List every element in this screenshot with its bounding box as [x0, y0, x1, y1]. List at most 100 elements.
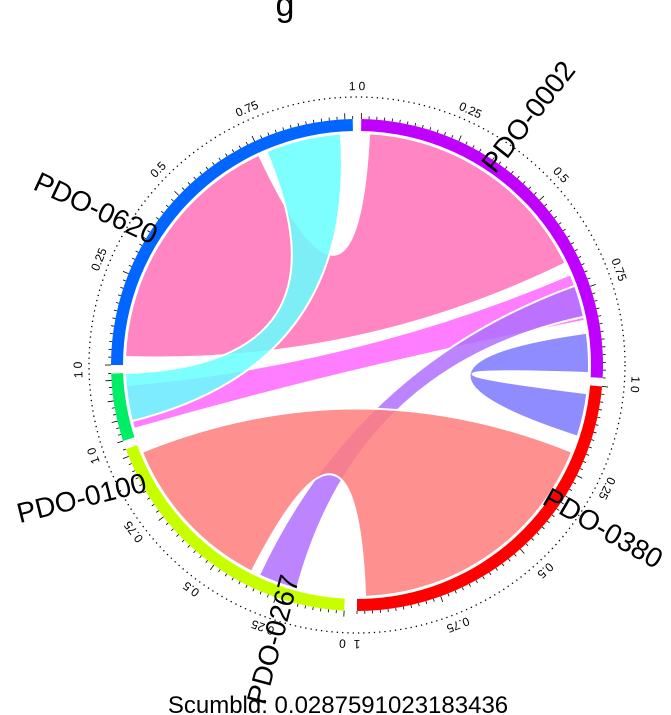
- tick-mark: [534, 192, 536, 194]
- tick-mark: [590, 284, 596, 286]
- tick-mark: [177, 534, 179, 536]
- tick-mark: [415, 123, 416, 126]
- tick-label: 0: [71, 361, 85, 368]
- tick-mark: [596, 425, 599, 426]
- tick-mark: [599, 410, 602, 411]
- tick-mark: [583, 461, 586, 462]
- tick-label: 0.75: [608, 256, 629, 283]
- tick-mark: [188, 182, 190, 184]
- tick-mark: [161, 211, 163, 213]
- tick-mark: [275, 130, 276, 133]
- tick-mark: [529, 187, 531, 189]
- tick-mark: [594, 432, 597, 433]
- tick-mark: [206, 560, 208, 562]
- tick-mark: [166, 205, 168, 207]
- tick-mark: [253, 588, 254, 591]
- tick-label: 0: [627, 385, 642, 393]
- tick-mark: [232, 578, 234, 581]
- tick-mark: [489, 572, 491, 575]
- tick-mark: [577, 476, 582, 479]
- tick-mark: [502, 564, 504, 566]
- sector-label-pdo-0620: PDO-0620: [29, 166, 162, 250]
- tick-mark: [219, 158, 221, 160]
- tick-mark: [466, 142, 467, 145]
- tick-mark: [575, 249, 578, 250]
- tick-mark: [473, 145, 474, 148]
- tick-mark: [232, 149, 234, 152]
- tick-label: 0.75: [233, 98, 260, 120]
- sector-label-pdo-0100: PDO-0100: [14, 467, 150, 529]
- tick-label: 0: [84, 446, 99, 457]
- score-text: Scumbld: 0.0287591023183436: [168, 692, 508, 715]
- tick-mark: [112, 408, 115, 409]
- tick-mark: [469, 584, 470, 587]
- tick-label: 0.75: [444, 614, 471, 636]
- tick-mark: [152, 504, 154, 506]
- tick-mark: [426, 601, 427, 604]
- tick-label: 1: [353, 637, 360, 651]
- tick-mark: [411, 605, 412, 608]
- tick-mark: [422, 125, 423, 128]
- chord-links: [125, 133, 589, 597]
- tick-mark: [188, 545, 190, 547]
- chart-title: g: [276, 0, 295, 24]
- tick-mark: [123, 271, 129, 273]
- tick-mark: [261, 135, 262, 138]
- tick-mark: [120, 287, 123, 288]
- tick-mark: [462, 587, 463, 590]
- tick-mark: [597, 417, 600, 418]
- tick-mark: [400, 120, 401, 123]
- tick-mark: [514, 554, 516, 556]
- tick-mark: [592, 293, 595, 294]
- tick-mark: [123, 449, 126, 450]
- tick-label: 0: [358, 79, 365, 93]
- tick-mark: [582, 263, 585, 264]
- tick-mark: [511, 171, 513, 173]
- tick-mark: [455, 591, 456, 594]
- tick-mark: [598, 316, 601, 317]
- tick-mark: [129, 265, 132, 266]
- tick-mark: [580, 469, 583, 470]
- tick-label: 1: [71, 371, 85, 378]
- tick-label: 0.25: [88, 246, 110, 273]
- tick-mark: [239, 146, 240, 149]
- tick-mark: [298, 123, 299, 126]
- tick-mark: [219, 569, 221, 571]
- tick-mark: [573, 482, 576, 483]
- tick-mark: [194, 177, 196, 179]
- tick-mark: [540, 196, 544, 200]
- tick-mark: [578, 256, 581, 257]
- tick-mark: [159, 517, 164, 521]
- tick-mark: [182, 188, 184, 190]
- tick-mark: [403, 607, 404, 610]
- tick-label: 1: [349, 79, 356, 93]
- tick-mark: [283, 127, 284, 130]
- tick-mark: [171, 529, 173, 531]
- tick-mark: [118, 434, 121, 435]
- tick-mark: [452, 135, 453, 138]
- tick-mark: [430, 127, 431, 130]
- tick-mark: [123, 280, 126, 281]
- chord-pdo-0267-pdo-0380: [142, 408, 572, 596]
- tick-mark: [306, 121, 307, 124]
- tick-mark: [108, 401, 114, 402]
- tick-mark: [418, 603, 419, 606]
- tick-mark: [508, 559, 510, 561]
- tick-mark: [433, 599, 434, 602]
- tick-mark: [156, 511, 158, 513]
- tick-mark: [567, 236, 570, 238]
- sector-label-pdo-0267: PDO-0267: [241, 572, 305, 708]
- tick-mark: [112, 318, 115, 319]
- tick-mark: [132, 258, 135, 259]
- tick-mark: [129, 464, 132, 465]
- tick-mark: [600, 323, 603, 324]
- tick-mark: [483, 576, 485, 579]
- tick-label: 0.75: [121, 518, 146, 545]
- tick-mark: [545, 204, 547, 206]
- tick-mark: [112, 421, 118, 422]
- tick-mark: [526, 544, 528, 546]
- tick-mark: [206, 167, 208, 169]
- tick-mark: [194, 551, 196, 553]
- tick-mark: [246, 585, 247, 588]
